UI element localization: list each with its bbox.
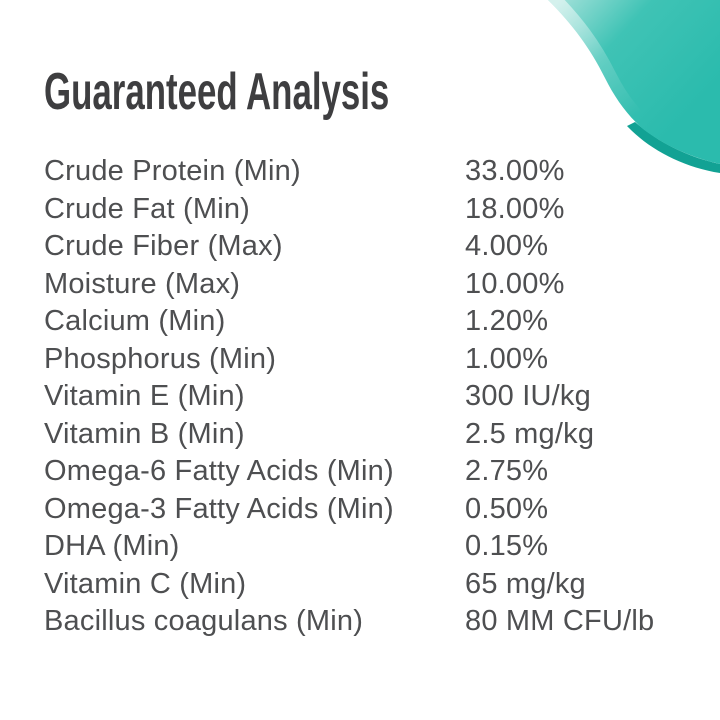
nutrient-label: Bacillus coagulans (Min) (44, 605, 364, 638)
nutrient-value: 1.20% (465, 305, 549, 338)
analysis-row: Vitamin E (Min) 300 IU/kg (44, 378, 684, 416)
nutrient-label: Phosphorus (Min) (44, 342, 277, 375)
teal-swoosh-decoration (548, 0, 720, 173)
analysis-row: Crude Fat (Min) 18.00% (44, 191, 684, 229)
analysis-row: Vitamin C (Min) 65 mg/kg (44, 566, 684, 604)
nutrient-value: 1.00% (465, 342, 549, 375)
nutrient-label: Vitamin B (Min) (44, 417, 245, 450)
page-title: Guaranteed Analysis (44, 63, 390, 121)
analysis-row: Crude Protein (Min) 33.00% (44, 153, 684, 191)
analysis-row: Moisture (Max) 10.00% (44, 266, 684, 304)
nutrient-label: DHA (Min) (44, 530, 180, 563)
nutrient-value: 65 mg/kg (465, 567, 586, 600)
analysis-row: Phosphorus (Min) 1.00% (44, 341, 684, 379)
analysis-row: DHA (Min) 0.15% (44, 528, 684, 566)
analysis-row: Calcium (Min) 1.20% (44, 303, 684, 341)
nutrient-label: Crude Fat (Min) (44, 192, 251, 225)
nutrient-label: Omega-3 Fatty Acids (Min) (44, 492, 394, 525)
nutrient-value: 300 IU/kg (465, 380, 591, 413)
nutrient-value: 0.15% (465, 530, 549, 563)
nutrient-value: 2.5 mg/kg (465, 417, 595, 450)
analysis-row: Crude Fiber (Max) 4.00% (44, 228, 684, 266)
analysis-table: Crude Protein (Min) 33.00% Crude Fat (Min)… (44, 153, 684, 641)
analysis-row: Omega-3 Fatty Acids (Min) 0.50% (44, 491, 684, 529)
nutrient-value: 18.00% (465, 192, 565, 225)
nutrient-value: 10.00% (465, 267, 565, 300)
nutrient-value: 80 MM CFU/lb (465, 605, 655, 638)
nutrient-value: 4.00% (465, 230, 549, 263)
nutrient-label: Vitamin E (Min) (44, 380, 245, 413)
nutrient-label: Vitamin C (Min) (44, 567, 247, 600)
swoosh-fold-edge (627, 122, 720, 173)
analysis-row: Vitamin B (Min) 2.5 mg/kg (44, 416, 684, 454)
nutrient-label: Omega-6 Fatty Acids (Min) (44, 455, 394, 488)
nutrient-label: Crude Protein (Min) (44, 155, 301, 188)
analysis-row: Omega-6 Fatty Acids (Min) 2.75% (44, 453, 684, 491)
nutrient-label: Crude Fiber (Max) (44, 230, 283, 263)
nutrient-value: 33.00% (465, 155, 565, 188)
nutrient-value: 0.50% (465, 492, 549, 525)
nutrient-value: 2.75% (465, 455, 549, 488)
nutrient-label: Calcium (Min) (44, 305, 226, 338)
nutrient-label: Moisture (Max) (44, 267, 241, 300)
analysis-row: Bacillus coagulans (Min) 80 MM CFU/lb (44, 603, 684, 641)
